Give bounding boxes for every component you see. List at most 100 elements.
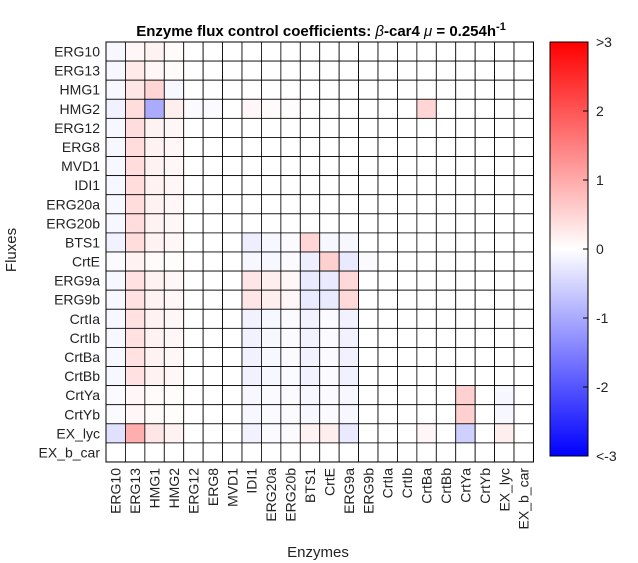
heatmap-cell (202, 60, 223, 81)
colorbar-tick-label: <-3 (596, 448, 617, 464)
heatmap-cell (435, 175, 457, 196)
heatmap-cell (144, 175, 165, 196)
heatmap-cell (163, 270, 185, 291)
column-tick-label: ERG10 (108, 468, 124, 514)
heatmap-cell (474, 442, 496, 463)
heatmap-cell (494, 41, 515, 62)
heatmap-cell (163, 194, 185, 215)
heatmap-cell (455, 79, 476, 100)
heatmap-cell (416, 213, 437, 234)
heatmap-cell (222, 327, 243, 348)
heatmap-cell (241, 327, 262, 348)
heatmap-cell (241, 232, 262, 253)
heatmap-cell (202, 327, 223, 348)
heatmap-cell (144, 117, 165, 138)
heatmap-cell (280, 404, 301, 425)
heatmap-cell (474, 385, 496, 406)
heatmap-cell (280, 327, 301, 348)
heatmap-cell (435, 251, 457, 272)
heatmap-cell (222, 156, 243, 177)
heatmap-cell (377, 232, 398, 253)
heatmap-cell (144, 423, 165, 444)
heatmap-cell (222, 308, 243, 329)
heatmap-cell (261, 423, 282, 444)
heatmap-cell (183, 232, 204, 253)
heatmap-cell (222, 442, 243, 463)
heatmap-cell (125, 327, 146, 348)
row-tick-label: EX_b_car (39, 444, 101, 460)
column-tick-labels: ERG10 ERG13 HMG1 HMG2 ERG12 ERG8 MVD1 IDI1 ERG20… (108, 468, 532, 530)
heatmap-cell (338, 366, 359, 387)
heatmap-cell (494, 117, 515, 138)
heatmap-cell (241, 385, 262, 406)
heatmap-cell (125, 137, 146, 157)
heatmap-cell (105, 232, 126, 253)
heatmap-cell (377, 289, 398, 310)
heatmap-cell (397, 404, 418, 425)
heatmap-cell (280, 442, 301, 463)
heatmap-cell (358, 137, 379, 157)
heatmap-cell (358, 98, 379, 119)
row-tick-label: CrtIb (70, 330, 101, 346)
heatmap-cell (474, 79, 496, 100)
heatmap-cell (125, 423, 146, 444)
heatmap-cell (377, 156, 398, 177)
heatmap-cell (416, 60, 437, 81)
column-tick-label: ERG13 (127, 468, 143, 514)
heatmap-cell (358, 289, 379, 310)
heatmap-cell (261, 41, 282, 62)
heatmap-cell (416, 442, 437, 463)
heatmap-cell (377, 423, 398, 444)
heatmap-cell (474, 308, 496, 329)
heatmap-cell (513, 79, 534, 100)
heatmap-cell (241, 98, 262, 119)
heatmap-cell (144, 213, 165, 234)
heatmap-cell (377, 251, 398, 272)
heatmap-cell (163, 137, 185, 157)
heatmap-cell (105, 347, 126, 367)
heatmap-cell (474, 41, 496, 62)
heatmap-cell (455, 404, 476, 425)
heatmap-cell (513, 289, 534, 310)
heatmap-cell (319, 270, 340, 291)
heatmap-cell (241, 156, 262, 177)
heatmap-cell (241, 137, 262, 157)
heatmap-cell (105, 137, 126, 157)
heatmap-cell (513, 327, 534, 348)
column-tick-label: CrtE (321, 468, 337, 496)
heatmap-cell (338, 117, 359, 138)
heatmap-cell (261, 98, 282, 119)
heatmap-cell (280, 270, 301, 291)
heatmap-cell (222, 232, 243, 253)
heatmap-cell (455, 385, 476, 406)
heatmap-cell (163, 41, 185, 62)
heatmap-cell (202, 213, 223, 234)
row-tick-label: CrtYb (64, 406, 100, 422)
heatmap-cell (397, 156, 418, 177)
heatmap-cell (299, 79, 321, 100)
heatmap-cell (435, 98, 457, 119)
heatmap-cell (261, 79, 282, 100)
heatmap-cell (280, 289, 301, 310)
heatmap-cell (105, 60, 126, 81)
heatmap-cell (319, 289, 340, 310)
heatmap-cell (144, 98, 165, 119)
heatmap-cell (455, 117, 476, 138)
heatmap-cell (513, 98, 534, 119)
heatmap-cell (416, 79, 437, 100)
heatmap-cell (105, 194, 126, 215)
heatmap-cell (105, 442, 126, 463)
heatmap-cell (338, 41, 359, 62)
heatmap-cell (455, 347, 476, 367)
heatmap-cell (358, 385, 379, 406)
heatmap-cell (125, 289, 146, 310)
heatmap-cell (397, 60, 418, 81)
heatmap-cell (299, 117, 321, 138)
heatmap-cell (338, 347, 359, 367)
row-tick-label: CrtBa (64, 349, 100, 365)
heatmap-cell (241, 194, 262, 215)
heatmap-cell (299, 175, 321, 196)
row-tick-label: CrtE (72, 254, 100, 270)
heatmap-cell (241, 251, 262, 272)
